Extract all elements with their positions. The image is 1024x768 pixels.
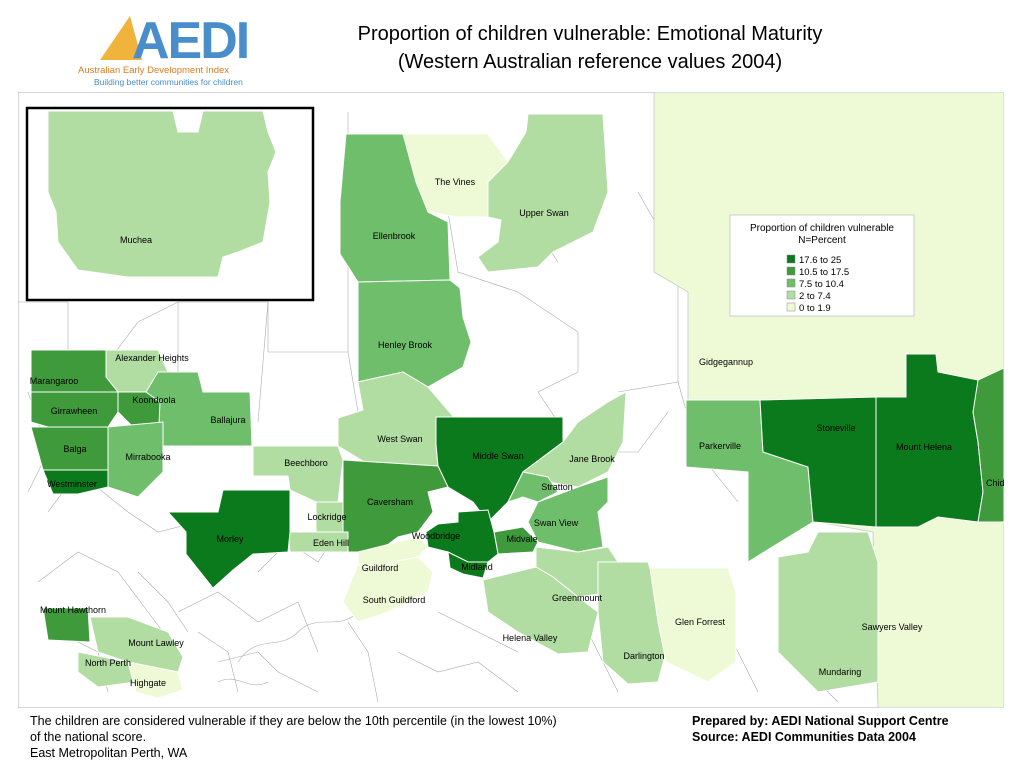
- label-westminster: Westminster: [47, 479, 97, 489]
- legend-label: 2 to 7.4: [799, 291, 831, 302]
- choropleth-map: Muchea The Vines Upper Swan Ellenbrook H…: [18, 92, 1004, 708]
- legend-swatch: [786, 302, 796, 312]
- muchea-inset: Muchea: [25, 106, 315, 302]
- region-helena-valley: [482, 566, 599, 655]
- label-caversham: Caversham: [367, 497, 413, 507]
- region-eden-hill: [287, 531, 349, 553]
- label-south-guildford: South Guildford: [363, 595, 426, 605]
- legend-subtitle: N=Percent: [798, 235, 846, 246]
- region-south-guildford: [342, 556, 434, 623]
- label-chidlow: Chidlow: [986, 478, 1004, 488]
- label-midland: Midland: [461, 562, 493, 572]
- footnote-line-3: East Metropolitan Perth, WA: [30, 746, 188, 760]
- label-henley-brook: Henley Brook: [378, 340, 433, 350]
- label-koondoola: Koondoola: [132, 395, 175, 405]
- label-mount-lawley: Mount Lawley: [128, 638, 184, 648]
- logo-letters: AEDI: [132, 12, 248, 66]
- region-swan-view: [527, 476, 609, 553]
- label-midvale: Midvale: [506, 534, 537, 544]
- label-muchea: Muchea: [120, 235, 152, 245]
- label-swan-view: Swan View: [534, 518, 579, 528]
- label-mount-helena: Mount Helena: [896, 442, 952, 452]
- aedi-logo: AEDI Australian Early Development Index …: [70, 8, 270, 90]
- region-north-perth: [77, 651, 137, 688]
- legend-label: 7.5 to 10.4: [799, 279, 844, 290]
- legend-label: 17.6 to 25: [799, 255, 841, 266]
- logo-tagline: Building better communities for children: [94, 77, 243, 87]
- legend-swatch: [786, 290, 796, 300]
- label-girrawheen: Girrawheen: [51, 406, 98, 416]
- legend-title: Proportion of children vulnerable: [750, 223, 894, 234]
- aedi-logo-graphic: AEDI: [100, 12, 250, 70]
- label-beechboro: Beechboro: [284, 458, 328, 468]
- legend-box: [729, 214, 915, 317]
- label-woodbridge: Woodbridge: [412, 531, 460, 541]
- region-henley-brook: [357, 279, 472, 388]
- label-the-vines: The Vines: [435, 177, 476, 187]
- label-mount-hawthorn: Mount Hawthorn: [40, 605, 106, 615]
- label-mundaring: Mundaring: [819, 667, 862, 677]
- region-mundaring: [777, 531, 879, 693]
- prepared-by: Prepared by: AEDI National Support Centr…: [692, 714, 949, 728]
- label-middle-swan: Middle Swan: [472, 451, 524, 461]
- label-ellenbrook: Ellenbrook: [373, 231, 416, 241]
- label-stratton: Stratton: [541, 482, 573, 492]
- label-lockridge: Lockridge: [307, 512, 346, 522]
- label-guildford: Guildford: [362, 563, 399, 573]
- data-source: Source: AEDI Communities Data 2004: [692, 730, 916, 744]
- legend-swatch: [786, 266, 796, 276]
- suburb-labels: The Vines Upper Swan Ellenbrook Henley B…: [30, 177, 1004, 688]
- label-west-swan: West Swan: [377, 434, 422, 444]
- label-darlington: Darlington: [623, 651, 664, 661]
- map-legend: Proportion of children vulnerable N=Perc…: [729, 214, 915, 317]
- label-gidgegannup: Gidgegannup: [699, 357, 753, 367]
- label-stoneville: Stoneville: [816, 423, 855, 433]
- label-ballajura: Ballajura: [210, 415, 245, 425]
- legend-swatch: [786, 278, 796, 288]
- page-title: Proportion of children vulnerable: Emoti…: [330, 20, 850, 76]
- logo-name: Australian Early Development Index: [78, 65, 230, 76]
- footnote: The children are considered vulnerable i…: [30, 713, 650, 761]
- label-sawyers-valley: Sawyers Valley: [862, 622, 923, 632]
- region-ellenbrook: [339, 133, 451, 283]
- region-beechboro: [252, 445, 344, 503]
- label-alexander-heights: Alexander Heights: [115, 353, 189, 363]
- region-morley: [166, 489, 291, 589]
- legend-label: 0 to 1.9: [799, 303, 831, 314]
- label-glen-forrest: Glen Forrest: [675, 617, 726, 627]
- label-morley: Morley: [216, 534, 244, 544]
- region-upper-swan: [477, 113, 609, 273]
- region-mount-lawley: [89, 616, 184, 673]
- region-ballajura: [145, 371, 253, 447]
- footnote-line-2: of the national score.: [30, 730, 147, 744]
- label-eden-hill: Eden Hill: [313, 538, 349, 548]
- logo-triangle-icon: [100, 16, 142, 60]
- label-balga: Balga: [63, 444, 86, 454]
- region-glen-forrest: [649, 567, 737, 683]
- title-line-2: (Western Australian reference values 200…: [397, 51, 783, 73]
- region-mount-hawthorn: [42, 607, 91, 643]
- label-north-perth: North Perth: [85, 658, 131, 668]
- label-upper-swan: Upper Swan: [519, 208, 569, 218]
- label-helena-valley: Helena Valley: [503, 633, 558, 643]
- label-highgate: Highgate: [130, 678, 166, 688]
- label-greenmount: Greenmount: [552, 593, 603, 603]
- label-parkerville: Parkerville: [699, 441, 741, 451]
- region-midland: [447, 551, 489, 579]
- label-marangaroo: Marangaroo: [30, 376, 79, 386]
- label-mirrabooka: Mirrabooka: [125, 452, 170, 462]
- region-highgate: [127, 661, 184, 699]
- footnote-line-1: The children are considered vulnerable i…: [30, 714, 557, 728]
- credits: Prepared by: AEDI National Support Centr…: [692, 713, 1012, 745]
- title-line-1: Proportion of children vulnerable: Emoti…: [357, 23, 823, 45]
- legend-label: 10.5 to 17.5: [799, 267, 849, 278]
- region-muchea: [47, 110, 277, 278]
- label-jane-brook: Jane Brook: [569, 454, 615, 464]
- region-westminster: [42, 469, 109, 495]
- region-chidlow: [972, 367, 1004, 523]
- legend-swatch: [786, 254, 796, 264]
